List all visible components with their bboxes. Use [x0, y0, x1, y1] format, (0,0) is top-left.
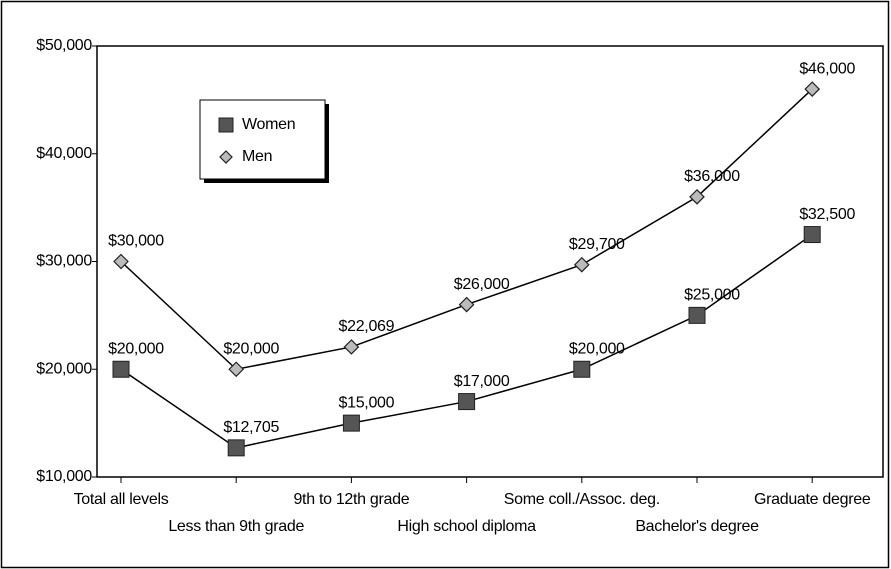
data-label: $15,000: [339, 394, 395, 411]
x-tick-label: 9th to 12th grade: [293, 491, 409, 508]
x-tick-label: High school diploma: [397, 518, 536, 535]
marker: [804, 81, 821, 97]
marker: [458, 393, 476, 411]
data-label: $32,500: [799, 206, 855, 223]
y-tick-label: $10,000: [36, 468, 92, 485]
y-tick-label: $40,000: [36, 145, 92, 162]
data-label: $29,700: [569, 236, 625, 253]
marker: [113, 253, 129, 270]
y-tick-label: $30,000: [36, 253, 92, 270]
marker: [227, 439, 245, 457]
marker: [343, 339, 360, 355]
marker: [688, 306, 706, 324]
marker: [458, 296, 475, 313]
data-label: $36,000: [684, 168, 740, 185]
data-label: $20,000: [223, 340, 279, 357]
x-tick-label: Bachelor's degree: [635, 518, 759, 535]
marker: [573, 360, 591, 378]
marker: [219, 150, 233, 164]
marker: [342, 414, 360, 432]
data-label: $17,000: [454, 373, 510, 390]
data-label: $22,069: [339, 318, 395, 335]
legend-label: Women: [242, 116, 295, 133]
legend-label: Men: [242, 148, 272, 165]
data-label: $46,000: [799, 60, 855, 77]
legend: [199, 99, 326, 180]
data-label: $30,000: [108, 233, 164, 250]
marker: [218, 117, 234, 133]
x-tick-label: Graduate degree: [754, 491, 871, 508]
y-tick-label: $20,000: [36, 360, 92, 377]
marker: [228, 361, 245, 378]
x-tick-label: Some coll./Assoc. deg.: [504, 491, 660, 508]
marker: [112, 360, 130, 378]
marker: [803, 226, 821, 244]
data-label: $25,000: [684, 287, 740, 304]
marker: [689, 189, 705, 205]
data-label: $20,000: [108, 340, 164, 357]
data-label: $12,705: [223, 419, 279, 436]
x-tick-label: Less than 9th grade: [168, 518, 304, 535]
y-tick-label: $50,000: [36, 37, 92, 54]
data-label: $26,000: [454, 276, 510, 293]
data-label: $20,000: [569, 340, 625, 357]
x-tick-label: Total all levels: [74, 491, 169, 508]
marker: [573, 256, 590, 273]
